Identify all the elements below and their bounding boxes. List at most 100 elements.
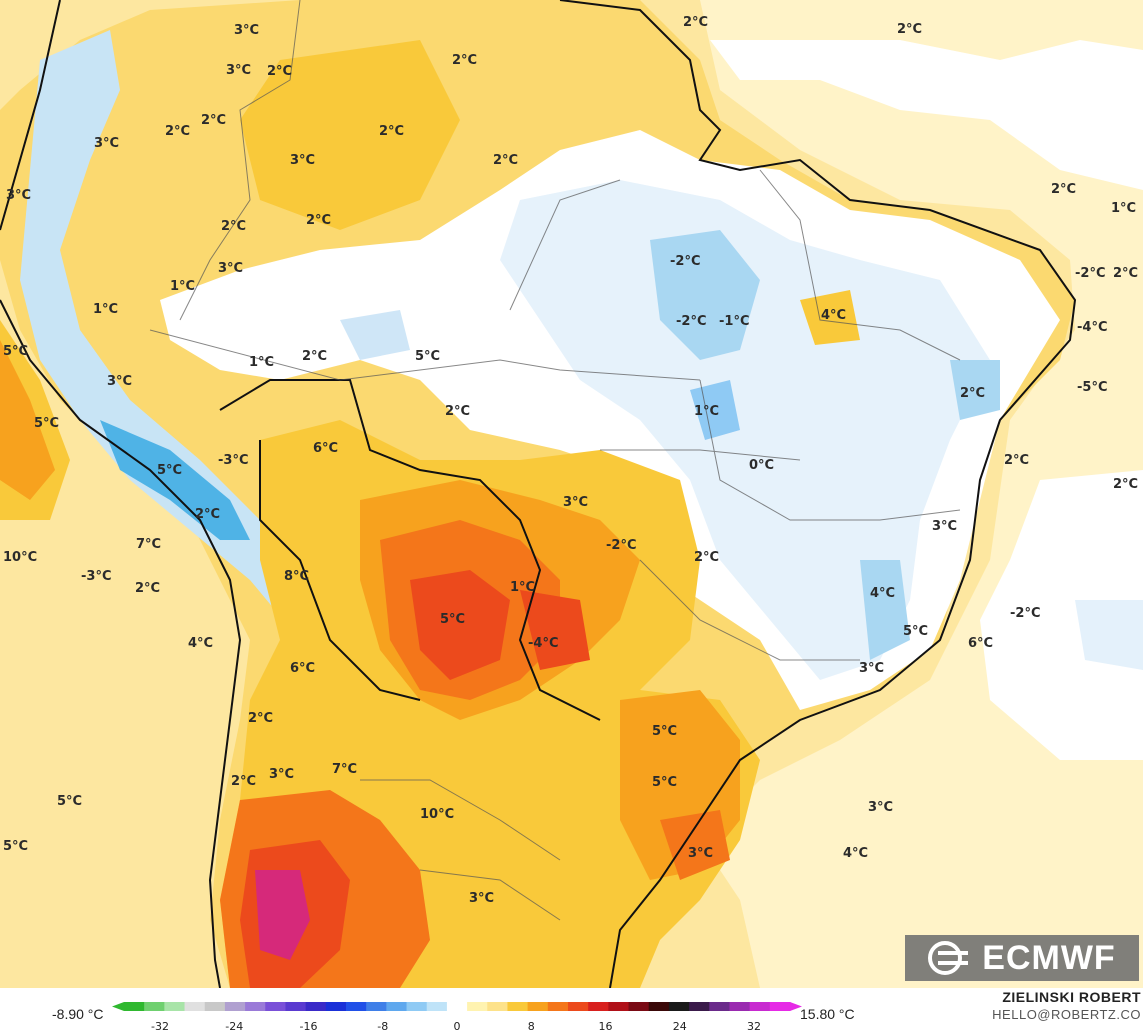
northeast-warm-patch — [800, 290, 860, 345]
color-scale-tick-label: 0 — [454, 1020, 461, 1033]
color-scale-swatch — [568, 1002, 589, 1011]
color-scale-swatch — [709, 1002, 730, 1011]
state-line-f — [759, 169, 961, 361]
author-email: HELLO@ROBERTZ.CO — [992, 1007, 1141, 1022]
atlantic-light-area — [700, 0, 1143, 988]
cold-patch-e — [340, 310, 410, 360]
temp-label: 5°C — [157, 463, 182, 478]
ocean-cold-patch-east — [1075, 600, 1143, 670]
temp-label: 3°C — [107, 374, 132, 389]
temp-label: 5°C — [440, 612, 465, 627]
temp-label: 3°C — [932, 519, 957, 534]
ocean-white-patch-north — [710, 40, 1143, 190]
color-scale-swatch — [406, 1002, 428, 1011]
temp-label: 3°C — [218, 261, 243, 276]
color-scale-swatch — [467, 1002, 488, 1011]
temp-label: -2°C — [676, 314, 706, 329]
color-scale-swatch — [305, 1002, 327, 1011]
coastline-north-east — [559, 0, 1077, 988]
temp-label: 2°C — [452, 53, 477, 68]
color-scale-swatch — [245, 1002, 266, 1011]
state-line-b — [509, 179, 801, 461]
temp-label: 2°C — [231, 774, 256, 789]
color-scale-swatch — [386, 1002, 408, 1011]
temp-label: 1°C — [510, 580, 535, 595]
color-scale-tick-label: 24 — [673, 1020, 687, 1033]
color-scale-swatch — [325, 1002, 347, 1011]
temp-label: 7°C — [136, 537, 161, 552]
color-scale-tick-label: 8 — [528, 1020, 535, 1033]
color-scale-swatch — [729, 1002, 751, 1011]
border-brazil-west — [219, 379, 601, 721]
cold-patch-c — [950, 360, 1000, 420]
state-line-g — [179, 0, 301, 321]
temp-label: 2°C — [445, 404, 470, 419]
ocean-white-patch-east — [980, 470, 1143, 760]
temp-label: 6°C — [968, 636, 993, 651]
temp-label: 2°C — [1051, 182, 1076, 197]
temp-label: 3°C — [859, 661, 884, 676]
color-scale-tick-label: 16 — [599, 1020, 613, 1033]
color-scale-tick-label: -32 — [151, 1020, 169, 1033]
temp-label: 2°C — [267, 64, 292, 79]
temp-label: 5°C — [34, 416, 59, 431]
temp-label: 1°C — [249, 355, 274, 370]
temp-label: 10°C — [3, 550, 37, 565]
temp-label: 3°C — [469, 891, 494, 906]
temp-label: 2°C — [248, 711, 273, 726]
temp-label: 1°C — [694, 404, 719, 419]
temp-label: 2°C — [302, 349, 327, 364]
temp-label: 4°C — [870, 586, 895, 601]
color-scale-swatch — [668, 1002, 690, 1011]
temp-label: -4°C — [1077, 320, 1107, 335]
hot-core-southeast — [660, 810, 730, 880]
andes-cold-core — [100, 420, 250, 540]
temp-label: 1°C — [93, 302, 118, 317]
color-scale-swatch — [285, 1002, 307, 1011]
temp-label: 5°C — [652, 724, 677, 739]
temp-label: 0°C — [749, 458, 774, 473]
temp-label: 4°C — [843, 846, 868, 861]
temp-label: 2°C — [694, 550, 719, 565]
color-scale-swatch — [507, 1002, 529, 1011]
legend-max-label: 15.80 °C — [800, 1006, 855, 1022]
color-scale-tick-label: -8 — [377, 1020, 388, 1033]
temp-label: -4°C — [528, 636, 558, 651]
hot-core-east — [520, 590, 590, 670]
color-scale-swatch — [628, 1002, 650, 1011]
logo-text: ECMWF — [982, 938, 1116, 977]
temp-label: -2°C — [1010, 606, 1040, 621]
color-scale-swatch — [265, 1002, 286, 1011]
color-scale-swatch — [446, 1002, 468, 1011]
color-scale-tick-label: 32 — [747, 1020, 761, 1033]
temp-label: 3°C — [563, 495, 588, 510]
state-line-d — [639, 559, 860, 661]
temp-label: 5°C — [903, 624, 928, 639]
temp-label: 2°C — [165, 124, 190, 139]
temp-label: -2°C — [606, 538, 636, 553]
temp-label: 1°C — [170, 279, 195, 294]
color-scale-right-arrow — [790, 1002, 802, 1011]
hot-core-inner — [410, 570, 510, 680]
color-scale-tick-label: -16 — [300, 1020, 318, 1033]
north-brazil-cold-region — [500, 180, 990, 680]
color-scale-swatch — [689, 1002, 710, 1011]
color-scale-swatch — [527, 1002, 549, 1011]
temp-label: 2°C — [683, 15, 708, 30]
temp-label: 6°C — [313, 441, 338, 456]
temp-label: 3°C — [226, 63, 251, 78]
border-bolivia — [259, 440, 421, 701]
color-scale-swatch — [588, 1002, 609, 1011]
color-scale-swatch — [164, 1002, 186, 1011]
temp-label: 6°C — [290, 661, 315, 676]
legend-min-label: -8.90 °C — [52, 1006, 104, 1022]
temp-label: 2°C — [960, 386, 985, 401]
temp-label: 3°C — [234, 23, 259, 38]
temp-label: 1°C — [1111, 201, 1136, 216]
temp-label: 4°C — [188, 636, 213, 651]
border-lines — [0, 0, 1077, 988]
temp-label: 2°C — [201, 113, 226, 128]
temp-label: 7°C — [332, 762, 357, 777]
temperature-anomaly-map: 3°C 2°C 2°C 2°C 3°C 2°C 2°C 2°C 2°C 3°C … — [0, 0, 1143, 988]
color-scale-swatch — [204, 1002, 226, 1011]
